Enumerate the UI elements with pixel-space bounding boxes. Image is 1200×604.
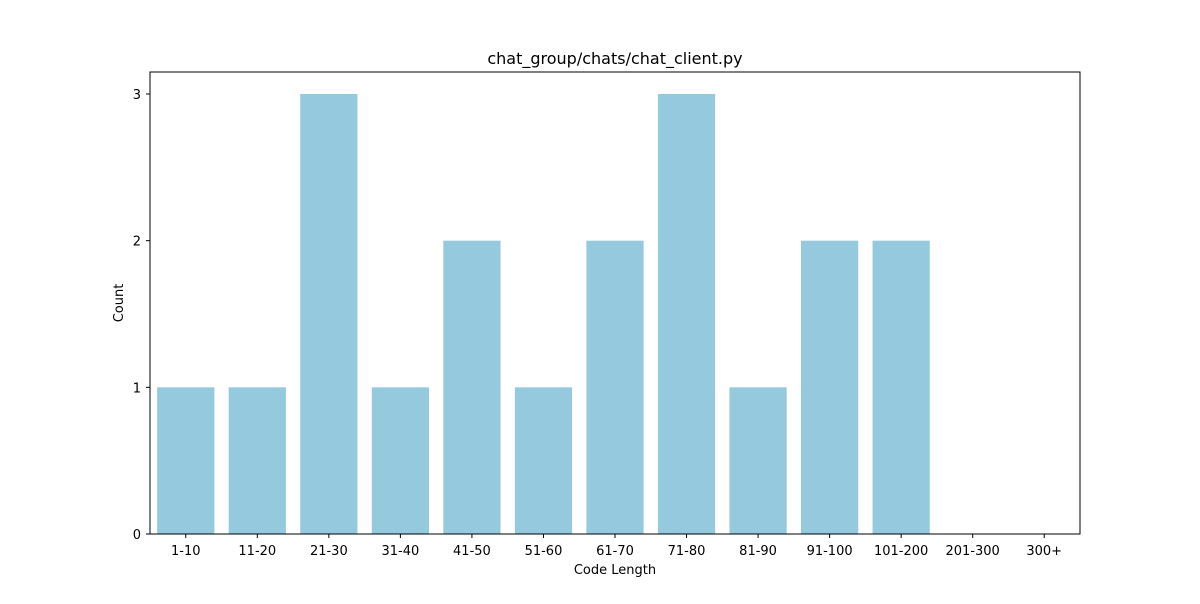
x-tick-label: 81-90 <box>739 544 777 559</box>
bar-1-10 <box>157 387 215 534</box>
x-axis-ticks: 1-10 11-20 21-30 31-40 41-50 51-60 61-70 71-80 8… <box>171 534 1062 559</box>
y-tick-label: 1 <box>133 381 141 396</box>
x-axis-label: Code Length <box>574 563 656 578</box>
bar-81-90 <box>729 387 787 534</box>
bar-21-30 <box>300 94 358 534</box>
x-tick-label: 1-10 <box>171 544 201 559</box>
bars-layer <box>157 94 930 534</box>
bar-101-200 <box>872 240 930 534</box>
x-tick-label: 51-60 <box>525 544 563 559</box>
x-tick-label: 11-20 <box>238 544 276 559</box>
x-tick-label: 41-50 <box>453 544 491 559</box>
bar-71-80 <box>657 94 716 534</box>
x-tick-label: 91-100 <box>807 544 853 559</box>
bar-11-20 <box>228 387 286 534</box>
x-tick-label: 101-200 <box>874 544 928 559</box>
y-axis-label: Count <box>112 284 127 323</box>
bar-61-70 <box>586 240 644 534</box>
bar-51-60 <box>514 387 573 534</box>
y-tick-label: 3 <box>133 88 141 103</box>
y-axis-ticks: 0 1 2 3 <box>133 88 150 543</box>
x-tick-label: 21-30 <box>310 544 348 559</box>
x-tick-label: 71-80 <box>668 544 706 559</box>
bar-31-40 <box>371 387 429 534</box>
bar-91-100 <box>801 240 859 534</box>
x-tick-label: 61-70 <box>596 544 634 559</box>
chart-title: chat_group/chats/chat_client.py <box>487 49 742 69</box>
y-tick-label: 2 <box>133 235 141 250</box>
x-tick-label: 31-40 <box>381 544 419 559</box>
x-tick-label: 300+ <box>1026 544 1062 559</box>
x-tick-label: 201-300 <box>946 544 1000 559</box>
bar-41-50 <box>443 240 501 534</box>
y-tick-label: 0 <box>133 528 141 543</box>
